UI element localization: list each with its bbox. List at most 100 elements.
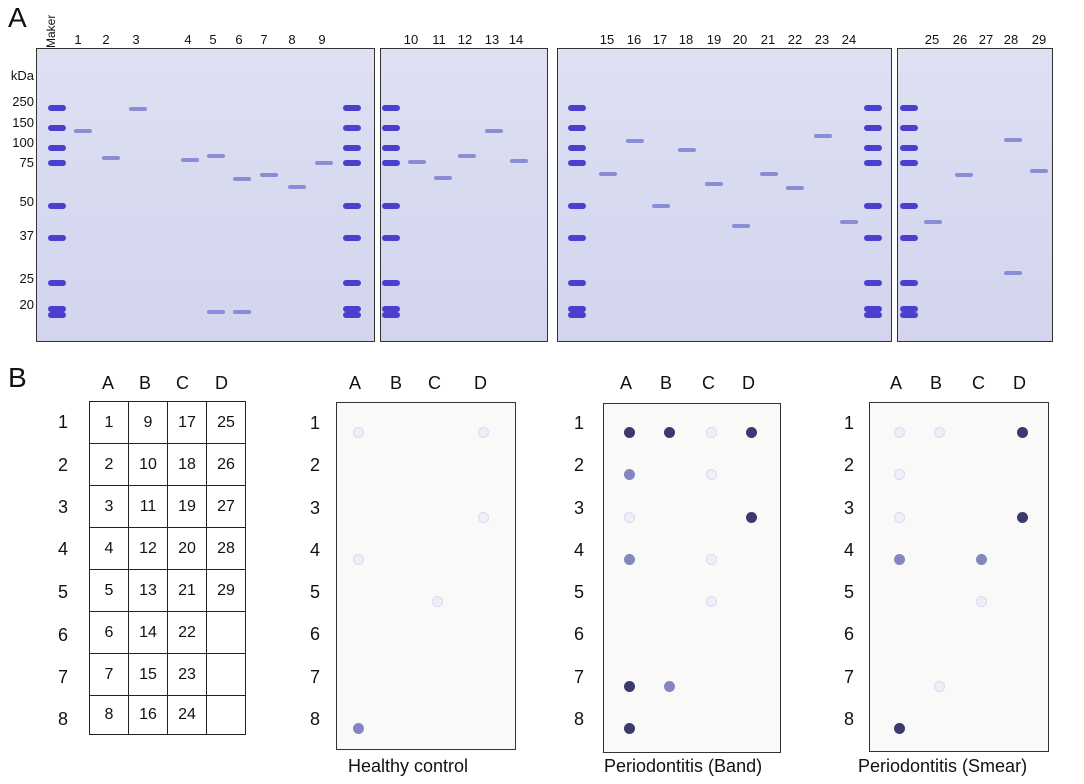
layout-row: 4 12 20 28 (89, 527, 246, 570)
lane-number-3: 3 (132, 32, 140, 47)
blot-dot (976, 554, 987, 565)
layout-cell: 24 (167, 695, 207, 735)
membrane-row-1: 1 (844, 413, 855, 433)
sample-band (760, 172, 778, 176)
kda-tick-100: 100 (12, 135, 34, 150)
sample-band (814, 134, 832, 138)
marker-band (900, 160, 918, 166)
marker-band (382, 105, 400, 111)
sample-band (678, 148, 696, 152)
membrane-sheet (336, 402, 516, 750)
marker-band (382, 280, 400, 286)
blot-dot (934, 427, 945, 438)
layout-row: 5 13 21 29 (89, 569, 246, 612)
marker-band (382, 312, 400, 318)
membrane-row-5: 5 (310, 582, 321, 602)
marker-band (568, 160, 586, 166)
lane-number-20: 20 (732, 32, 748, 47)
kda-unit-label: kDa (10, 68, 34, 83)
membrane-row-4: 4 (574, 540, 585, 560)
sample-band (181, 158, 199, 162)
marker-band (864, 203, 882, 209)
membrane-col-B: B (930, 373, 943, 393)
marker-band (343, 280, 361, 286)
layout-cell: 18 (167, 443, 207, 486)
blot-dot (478, 512, 489, 523)
marker-lane-label: Maker (44, 14, 58, 48)
layout-cell: 2 (89, 443, 129, 486)
membrane-sheet (603, 403, 781, 753)
marker-band (900, 280, 918, 286)
sample-band (705, 182, 723, 186)
sample-band (786, 186, 804, 190)
blot-dot (624, 512, 635, 523)
layout-row-4: 4 (58, 539, 69, 559)
membrane-row-8: 8 (574, 709, 585, 729)
membrane-col-B: B (660, 373, 673, 393)
blot-dot (706, 469, 717, 480)
lane-number-16: 16 (626, 32, 642, 47)
layout-row-3: 3 (58, 497, 69, 517)
blot-dot (746, 512, 757, 523)
blot-dot (478, 427, 489, 438)
sample-band (626, 139, 644, 143)
lane-number-13: 13 (484, 32, 500, 47)
layout-cell: 29 (206, 569, 246, 612)
marker-band (568, 105, 586, 111)
kda-tick-37: 37 (19, 228, 34, 243)
layout-cell: 12 (128, 527, 168, 570)
marker-band (568, 235, 586, 241)
blot-dot (353, 554, 364, 565)
marker-band (864, 160, 882, 166)
membrane-row-5: 5 (574, 582, 585, 602)
sample-band (233, 310, 251, 314)
membrane-row-4: 4 (844, 540, 855, 560)
marker-band (864, 125, 882, 131)
kda-tick-150: 150 (12, 115, 34, 130)
membrane-row-7: 7 (310, 667, 321, 687)
lane-number-10: 10 (403, 32, 419, 47)
layout-cell: 10 (128, 443, 168, 486)
layout-row-2: 2 (58, 455, 69, 475)
layout-cell: 16 (128, 695, 168, 735)
layout-cell: 3 (89, 485, 129, 528)
lane-number-26: 26 (952, 32, 968, 47)
blot-dot (353, 427, 364, 438)
lane-number-1: 1 (74, 32, 82, 47)
sample-band (485, 129, 503, 133)
membrane-row-6: 6 (310, 624, 321, 644)
lane-number-5: 5 (209, 32, 217, 47)
membrane-row-8: 8 (310, 709, 321, 729)
sample-band (260, 173, 278, 177)
blot-dot (746, 427, 757, 438)
layout-row: 6 14 22 (89, 611, 246, 654)
marker-band (382, 160, 400, 166)
lane-number-2: 2 (102, 32, 110, 47)
marker-band (382, 145, 400, 151)
layout-cell: 28 (206, 527, 246, 570)
lane-number-4: 4 (184, 32, 192, 47)
membrane-caption: Healthy control (348, 756, 469, 776)
sample-band (1030, 169, 1048, 173)
marker-band (382, 235, 400, 241)
marker-band (343, 160, 361, 166)
kda-tick-50: 50 (19, 194, 34, 209)
marker-band (343, 235, 361, 241)
layout-cell: 26 (206, 443, 246, 486)
membrane-row-1: 1 (574, 413, 585, 433)
membrane-col-A: A (890, 373, 903, 393)
layout-cell: 19 (167, 485, 207, 528)
membrane-row-5: 5 (844, 582, 855, 602)
membrane-row-4: 4 (310, 540, 321, 560)
layout-cell: 14 (128, 611, 168, 654)
blot-dot (706, 427, 717, 438)
layout-cell: 11 (128, 485, 168, 528)
layout-row: 7 15 23 (89, 653, 246, 696)
lane-number-21: 21 (760, 32, 776, 47)
marker-band (900, 105, 918, 111)
sample-band (408, 160, 426, 164)
marker-band (864, 145, 882, 151)
blot-dot (894, 554, 905, 565)
blot-dot (624, 554, 635, 565)
marker-band (48, 280, 66, 286)
